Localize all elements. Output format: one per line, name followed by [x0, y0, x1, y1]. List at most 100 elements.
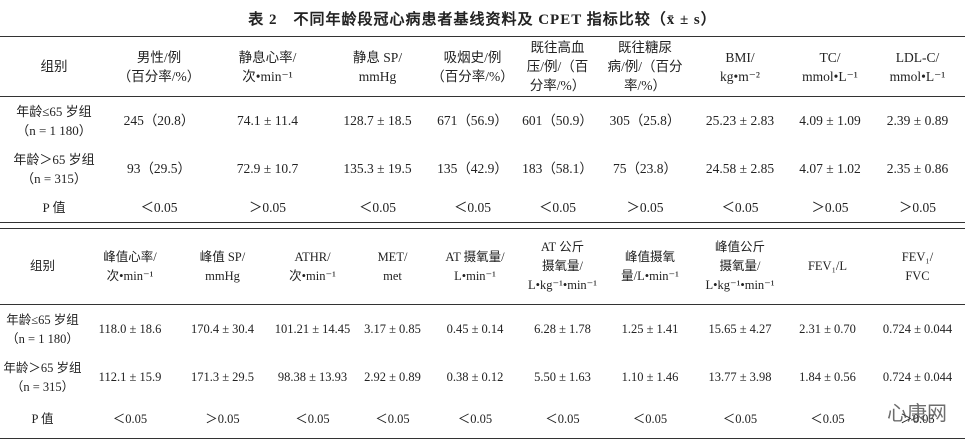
- data-cell: ＞0.05: [205, 411, 240, 426]
- cell-line: TC/: [819, 49, 841, 65]
- data-cell: 13.77 ± 3.98: [708, 370, 772, 384]
- table-header: 组别 男性/例 （百分率/%） 静息心率/次•min⁻¹ 静息 SP/mmHg 吸烟史/例…: [0, 36, 965, 97]
- header-cell: 静息 SP/mmHg: [325, 37, 430, 97]
- data-cell: ＞0.05: [248, 199, 287, 215]
- data-cell: 0.724 ± 0.044: [882, 370, 953, 384]
- data-cell: 1.25 ± 1.41: [621, 322, 679, 337]
- cell-line: FEV₁/: [901, 249, 934, 264]
- cell-line: mmol•L⁻¹: [889, 68, 946, 84]
- header-row: 组别 男性/例 （百分率/%） 静息心率/次•min⁻¹ 静息 SP/mmHg 吸烟史/例…: [0, 36, 965, 97]
- data-cell: ＞0.05: [900, 411, 935, 426]
- cell-line: 次•min⁻¹: [106, 268, 154, 283]
- header-cell: 峰值摄氧量/L•min⁻¹: [605, 229, 695, 305]
- cell-line: P 值: [42, 199, 66, 215]
- data-cell: ＜0.05: [722, 411, 758, 426]
- data-cell: 5.50 ± 1.63: [534, 370, 591, 384]
- cell-line: P 值: [31, 411, 54, 426]
- data-cell: 245（20.8）: [123, 113, 195, 129]
- cell-line: MET/: [377, 249, 408, 264]
- cell-line: L•min⁻¹: [454, 268, 496, 283]
- group-cell: 年龄＞65 岁组 （n = 315）: [0, 355, 85, 401]
- data-cell: 25.23 ± 2.83: [705, 113, 775, 129]
- cell-line: 次•min⁻¹: [289, 268, 336, 283]
- data-cell: 0.724 ± 0.044: [882, 322, 953, 337]
- data-cell: 135.3 ± 19.5: [343, 161, 412, 176]
- cell-line: mmHg: [205, 268, 240, 283]
- group-cell: P 值: [0, 401, 85, 439]
- cell-line: 年龄≤65 岁组: [6, 312, 79, 327]
- data-cell: 3.17 ± 0.85: [364, 322, 421, 337]
- data-cell: 2.39 ± 0.89: [886, 113, 949, 129]
- cell-line: 组别: [29, 259, 55, 273]
- data-row: 年龄＞65 岁组 （n = 315） 112.1 ± 15.9 171.3 ± 29.…: [0, 355, 965, 401]
- data-cell: 15.65 ± 4.27: [708, 322, 772, 337]
- cell-line: （百分率/%）: [431, 68, 514, 84]
- data-cell: 75（23.8）: [612, 161, 678, 176]
- data-cell: ＜0.05: [375, 411, 410, 426]
- data-cell: 93（29.5）: [126, 161, 192, 176]
- cell-line: 静息 SP/: [352, 49, 403, 65]
- data-row: 年龄＞65 岁组 （n = 315） 93（29.5） 72.9 ± 10.7 135.…: [0, 145, 965, 193]
- cell-line: 男性/例: [136, 49, 182, 65]
- data-cell: 171.3 ± 29.5: [190, 370, 255, 384]
- data-cell: ＞0.05: [811, 199, 849, 215]
- data-cell: ＞0.05: [898, 199, 937, 215]
- cell-line: mmHg: [358, 68, 397, 84]
- data-cell: 2.35 ± 0.86: [886, 161, 949, 176]
- cell-line: AT 公斤: [540, 240, 585, 254]
- group-cell: P 值: [0, 193, 108, 223]
- header-cell: BMI/kg•m⁻²: [690, 37, 790, 97]
- header-cell: 男性/例 （百分率/%）: [108, 37, 210, 97]
- data-cell: 98.38 ± 13.93: [277, 370, 348, 384]
- cell-line: 摄氧量/: [542, 259, 583, 273]
- data-cell: 0.45 ± 0.14: [446, 322, 504, 337]
- data-cell: 72.9 ± 10.7: [236, 161, 299, 176]
- cell-line: （n = 1 180）: [6, 331, 79, 346]
- data-cell: ＜0.05: [721, 199, 759, 215]
- header-cell: 既往糖尿 病/例/（百分 率/%）: [600, 37, 690, 97]
- cell-line: kg•m⁻²: [720, 68, 760, 84]
- data-cell: 4.09 ± 1.09: [799, 113, 861, 129]
- cell-line: 压/例/（百: [526, 59, 589, 74]
- data-cell: 601（50.9）: [522, 113, 593, 129]
- data-cell: 1.10 ± 1.46: [621, 370, 679, 384]
- cell-line: 量/L•min⁻¹: [621, 268, 679, 283]
- cell-line: FEV₁/L: [807, 259, 848, 273]
- cell-line: 峰值公斤: [714, 240, 765, 254]
- header-cell: 吸烟史/例 （百分率/%）: [430, 37, 515, 97]
- cell-line: 年龄＞65 岁组: [13, 151, 95, 167]
- cell-line: LDL-C/: [895, 49, 940, 65]
- data-cell: 2.92 ± 0.89: [364, 370, 421, 384]
- data-cell: 128.7 ± 18.5: [343, 113, 412, 129]
- group-cell: 年龄≤65 岁组 （n = 1 180）: [0, 305, 85, 355]
- header-cell: AT 摄氧量/L•min⁻¹: [430, 229, 520, 305]
- data-row: P 值 ＜0.05 ＞0.05 ＜0.05 ＜0.05 ＜0.05 ＞0.05 ＜0.05 ＞0…: [0, 193, 965, 223]
- cell-line: 年龄＞65 岁组: [3, 360, 82, 375]
- cell-line: ATHR/: [294, 249, 331, 264]
- data-cell: 101.21 ± 14.45: [274, 322, 351, 337]
- cell-line: 次•min⁻¹: [242, 68, 293, 84]
- cell-line: 病/例/（百分: [607, 59, 683, 74]
- cell-line: 峰值摄氧: [624, 249, 675, 264]
- cell-line: 既往高血: [530, 40, 585, 55]
- data-cell: 183（58.1）: [522, 161, 593, 176]
- data-cell: 1.84 ± 0.56: [799, 370, 856, 384]
- header-cell: 组别: [0, 229, 85, 305]
- data-cell: ＜0.05: [453, 199, 492, 215]
- data-cell: 671（56.9）: [437, 113, 508, 129]
- data-cell: 305（25.8）: [609, 113, 681, 129]
- header-cell: MET/met: [355, 229, 430, 305]
- cell-line: 组别: [40, 59, 68, 74]
- table-header: 组别 峰值心率/次•min⁻¹ 峰值 SP/mmHg ATHR/次•min⁻¹ MET/…: [0, 228, 965, 305]
- cell-line: L•kg⁻¹•min⁻¹: [705, 278, 775, 292]
- watermark: 心康网: [887, 401, 947, 425]
- cell-line: mmol•L⁻¹: [802, 68, 858, 84]
- cell-line: met: [383, 268, 402, 283]
- data-cell: 112.1 ± 15.9: [98, 370, 162, 384]
- table-body: 年龄≤65 岁组 （n = 1 180） 118.0 ± 18.6 170.4 ± 3…: [0, 305, 965, 439]
- table-title: 表 2 不同年龄段冠心病患者基线资料及 CPET 指标比较（x̄ ± s）: [248, 12, 717, 28]
- table: 组别 峰值心率/次•min⁻¹ 峰值 SP/mmHg ATHR/次•min⁻¹ MET/…: [0, 228, 965, 439]
- header-cell: 峰值公斤 摄氧量/L•kg⁻¹•min⁻¹: [695, 229, 785, 305]
- data-row: 年龄≤65 岁组 （n = 1 180） 245（20.8） 74.1 ± 11.4 1…: [0, 97, 965, 145]
- data-cell: ＜0.05: [632, 411, 668, 426]
